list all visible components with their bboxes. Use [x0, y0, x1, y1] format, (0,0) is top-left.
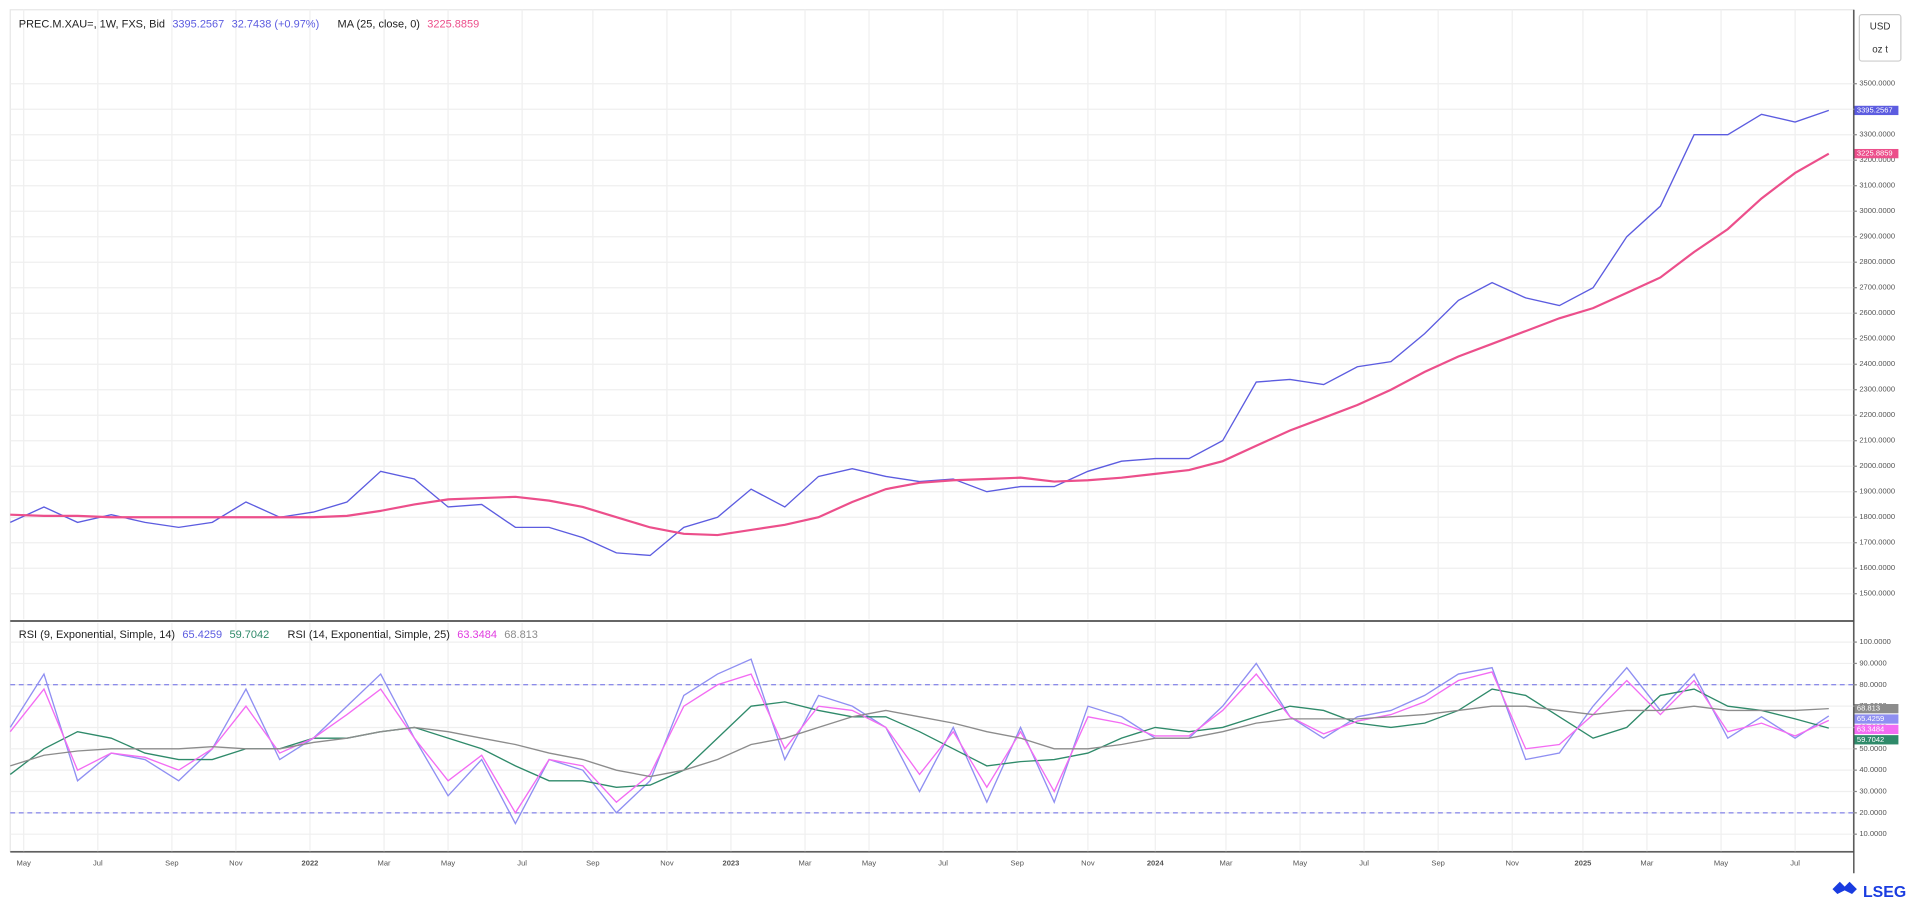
- x-tick-label: May: [1714, 858, 1729, 867]
- x-tick-label: May: [1293, 858, 1308, 867]
- logo-mark: [1832, 881, 1857, 895]
- y-tick-label: 20.0000: [1859, 808, 1886, 817]
- currency: USD: [1870, 21, 1891, 32]
- y-tick-label: 50.0000: [1859, 744, 1886, 753]
- x-tick-label: Jul: [1790, 858, 1800, 867]
- last-value-label: 68.813: [1857, 704, 1880, 713]
- y-tick-label: 3500.0000: [1859, 79, 1895, 88]
- x-tick-label: Mar: [1219, 858, 1233, 867]
- legend-item: 63.3484: [457, 629, 497, 641]
- y-tick-label: 3200.0000: [1859, 155, 1895, 164]
- x-tick-label: 2024: [1147, 858, 1165, 867]
- series-line: [9, 109, 1830, 557]
- logo-text: LSEG: [1863, 884, 1906, 901]
- y-tick-label: 3000.0000: [1859, 206, 1895, 215]
- series-line: [10, 705, 1829, 778]
- last-value-label: 59.7042: [1857, 735, 1884, 744]
- x-tick-label: Jul: [938, 858, 948, 867]
- x-tick-label: Sep: [165, 858, 178, 867]
- legend-item: 32.7438 (+0.97%): [232, 18, 320, 30]
- last-value-label: 3225.8859: [1857, 149, 1893, 158]
- x-tick-label: Nov: [1506, 858, 1520, 867]
- x-tick-label: May: [441, 858, 456, 867]
- x-tick-label: Mar: [1640, 858, 1654, 867]
- legend-item: PREC.M.XAU=, 1W, FXS, Bid: [19, 18, 165, 30]
- legend-item: RSI (9, Exponential, Simple, 14): [19, 629, 175, 641]
- y-tick-label: 1700.0000: [1859, 538, 1895, 547]
- last-value-tag: [1854, 148, 1899, 159]
- y-tick-label: 2900.0000: [1859, 232, 1895, 241]
- x-tick-label: 2025: [1575, 858, 1592, 867]
- x-tick-label: Jul: [1359, 858, 1369, 867]
- series-line: [9, 671, 1830, 815]
- last-value-tag: [1854, 704, 1899, 714]
- y-tick-label: 40.0000: [1859, 765, 1886, 774]
- x-tick-label: Jul: [93, 858, 103, 867]
- unit: oz t: [1872, 45, 1888, 56]
- y-tick-label: 2200.0000: [1859, 410, 1895, 419]
- series-line: [10, 152, 1830, 537]
- y-tick-label: 2600.0000: [1859, 308, 1895, 317]
- x-tick-label: May: [17, 858, 32, 867]
- x-tick-label: Sep: [1010, 858, 1023, 867]
- y-tick-label: 1500.0000: [1859, 589, 1895, 598]
- y-tick-label: 2500.0000: [1859, 334, 1895, 343]
- legend-item: RSI (14, Exponential, Simple, 25): [288, 629, 450, 641]
- y-tick-label: 1900.0000: [1859, 487, 1895, 496]
- legend-item: 3395.2567: [172, 18, 224, 30]
- y-tick-label: 2700.0000: [1859, 283, 1895, 292]
- last-value-tag: [1854, 714, 1899, 724]
- x-tick-label: 2022: [302, 858, 319, 867]
- y-tick-label: 2300.0000: [1859, 385, 1895, 394]
- last-value-tag: [1854, 105, 1899, 116]
- y-tick-label: 30.0000: [1859, 786, 1886, 795]
- y-tick-label: 90.0000: [1859, 658, 1886, 667]
- x-tick-label: Mar: [799, 858, 813, 867]
- y-tick-label: 10.0000: [1859, 829, 1886, 838]
- x-tick-label: Nov: [229, 858, 243, 867]
- x-tick-label: Mar: [378, 858, 392, 867]
- y-tick-label: 3100.0000: [1859, 181, 1895, 190]
- x-tick-label: Nov: [1081, 858, 1095, 867]
- y-tick-label: 100.0000: [1859, 637, 1891, 646]
- y-tick-label: 3300.0000: [1859, 130, 1895, 139]
- unit-box[interactable]: [1858, 14, 1902, 62]
- y-tick-label: 1600.0000: [1859, 563, 1895, 572]
- x-tick-label: Jul: [517, 858, 527, 867]
- legend-item: 68.813: [504, 629, 538, 641]
- y-tick-label: 2400.0000: [1859, 359, 1895, 368]
- lseg-logo: LSEG: [1832, 881, 1906, 901]
- y-tick-label: 2000.0000: [1859, 461, 1895, 470]
- last-value-label: 65.4259: [1857, 714, 1884, 723]
- legend-item: 59.7042: [229, 629, 269, 641]
- x-tick-label: Sep: [1431, 858, 1444, 867]
- legend-item: 65.4259: [182, 629, 222, 641]
- last-value-tag: [1854, 735, 1899, 745]
- y-tick-label: 80.0000: [1859, 680, 1886, 689]
- legend: PREC.M.XAU=, 1W, FXS, Bid 3395.2567 32.743…: [19, 18, 479, 30]
- y-tick-label: 2800.0000: [1859, 257, 1895, 266]
- y-tick-label: 2100.0000: [1859, 436, 1895, 445]
- last-value-label: 63.3484: [1857, 724, 1884, 733]
- legend: RSI (9, Exponential, Simple, 14) 65.4259 5…: [19, 629, 538, 641]
- legend-item: MA (25, close, 0): [338, 18, 420, 30]
- x-tick-label: May: [862, 858, 877, 867]
- last-value-label: 3395.2567: [1857, 105, 1893, 114]
- last-value-tag: [1854, 724, 1899, 735]
- x-tick-label: Nov: [660, 858, 674, 867]
- x-tick-label: 2023: [723, 858, 740, 867]
- y-tick-label: 1800.0000: [1859, 512, 1895, 521]
- legend-item: 3225.8859: [427, 18, 479, 30]
- x-tick-label: Sep: [586, 858, 599, 867]
